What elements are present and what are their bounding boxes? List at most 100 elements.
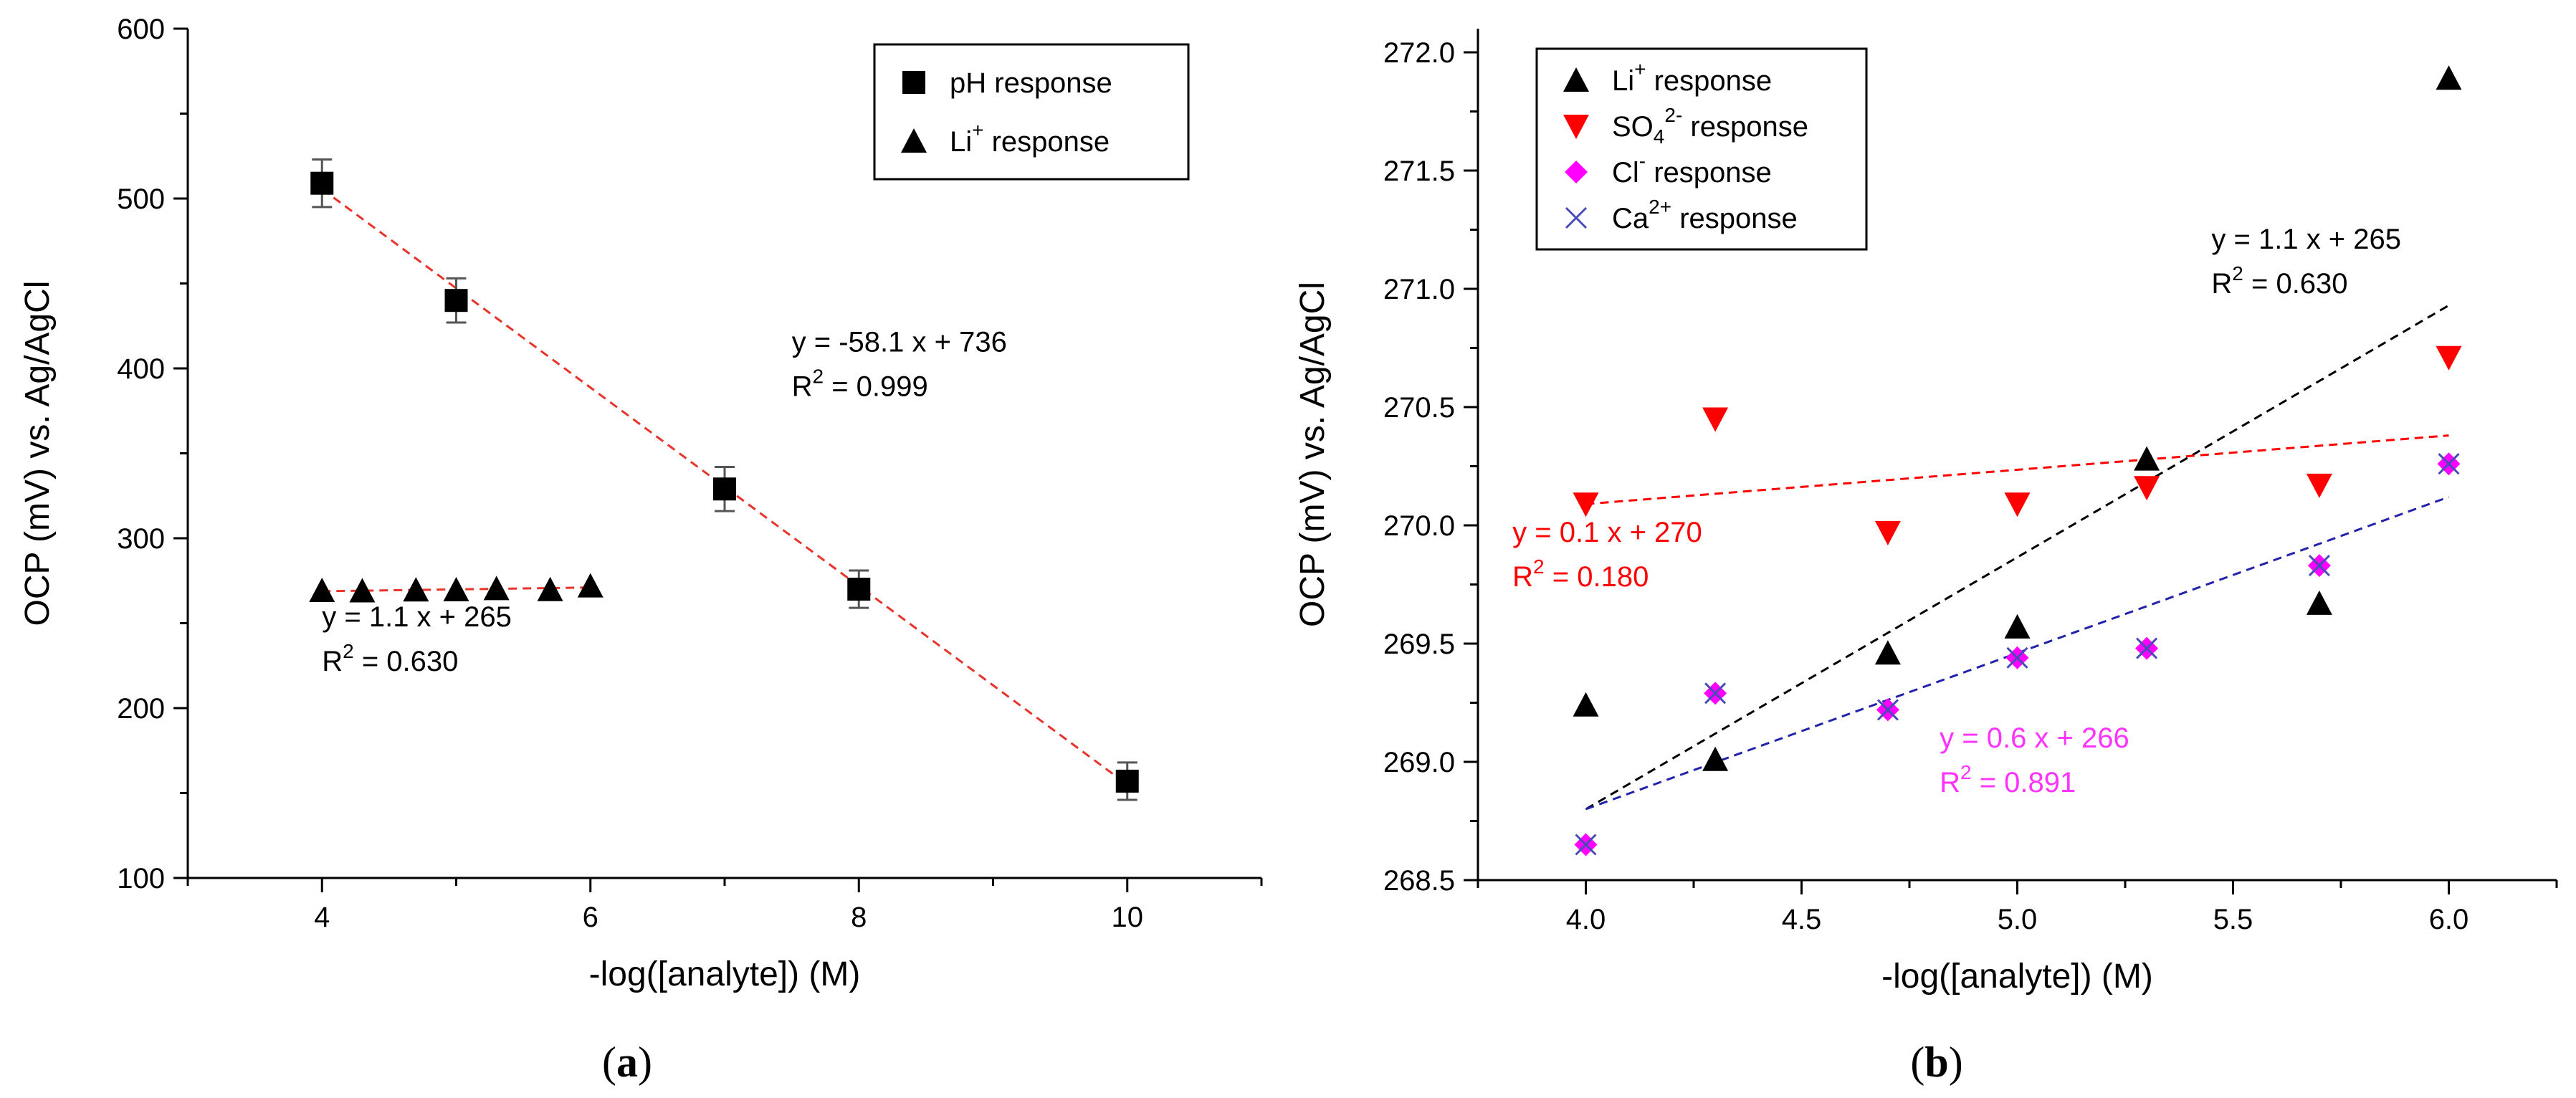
data-point-b-3 <box>2308 555 2330 577</box>
axes-b: 4.0 4.5 5.0 5.5 6.0 268.5 269.0 269.5 270.0 270.5… <box>1383 29 2558 935</box>
data-point-b-1 <box>1874 520 1901 545</box>
data-point-b-3 <box>1876 699 1899 721</box>
y-tick-label-b: 272.0 <box>1383 37 1455 69</box>
y-tick-label-b: 271.0 <box>1383 274 1455 305</box>
x-tick-label-b: 5.5 <box>2213 904 2253 935</box>
data-point-a-1 <box>577 573 604 598</box>
panel-label-a: (a) <box>602 1039 652 1086</box>
data-point-a-1 <box>537 576 563 601</box>
y-tick-label-b: 270.0 <box>1383 510 1455 542</box>
data-point-b-1 <box>1573 492 1599 517</box>
chart-panel-b: 4.0 4.5 5.0 5.5 6.0 268.5 269.0 269.5 270.0 270.5… <box>1294 29 2558 1086</box>
data-point-b-1 <box>2306 473 2332 498</box>
svg-text:y = -58.1 x + 736: y = -58.1 x + 736 <box>792 326 1007 358</box>
x-tick-label-b: 4.5 <box>1782 904 1822 935</box>
fit-line-b-0 <box>1585 304 2450 811</box>
data-point-b-0 <box>1702 746 1729 771</box>
y-tick-label-a: 300 <box>117 523 165 555</box>
data-point-b-0 <box>1874 640 1901 665</box>
legend-entry-b-0: Li+ response <box>1612 58 1772 97</box>
y-tick-label-a: 600 <box>117 14 165 45</box>
fit-annotation-b-2: y = 0.6 x + 266 R2 = 0.891 <box>1940 722 2129 798</box>
svg-text:R2 = 0.891: R2 = 0.891 <box>1940 761 2076 798</box>
legend-entry-b-3: Ca2+ response <box>1612 196 1798 234</box>
series-a-0 <box>310 158 1139 801</box>
legend-entry-b-1: SO42- response <box>1612 104 1808 148</box>
svg-text:R2 = 0.180: R2 = 0.180 <box>1512 555 1649 593</box>
data-point-a-1 <box>309 577 335 602</box>
y-tick-label-b: 271.5 <box>1383 156 1455 187</box>
data-point-b-1 <box>2134 476 2160 501</box>
x-tick-label-a: 8 <box>851 902 867 933</box>
legend-marker-b-0 <box>1563 67 1589 92</box>
svg-text:y = 0.1 x + 270: y = 0.1 x + 270 <box>1512 517 1702 548</box>
y-tick-label-b: 268.5 <box>1383 865 1455 897</box>
series-b-1 <box>1573 345 2462 545</box>
svg-text:y = 1.1 x + 265: y = 1.1 x + 265 <box>322 601 512 633</box>
legend-marker-a-0 <box>902 71 925 94</box>
y-tick-label-b: 270.5 <box>1383 392 1455 424</box>
legend-entry-a-0: pH response <box>950 67 1112 99</box>
fit-annotation-b-1: y = 0.1 x + 270 R2 = 0.180 <box>1512 517 1702 593</box>
data-point-a-1 <box>403 577 429 602</box>
x-tick-label-b: 4.0 <box>1566 904 1606 935</box>
data-point-b-0 <box>2306 590 2332 615</box>
y-tick-label-a: 500 <box>117 183 165 215</box>
data-point-a-0 <box>310 171 334 195</box>
data-point-a-0 <box>1115 769 1139 793</box>
legend-a: pH response Li+ response <box>873 43 1190 181</box>
x-tick-label-a: 6 <box>583 902 598 933</box>
data-point-b-3 <box>1575 834 1597 856</box>
series-b-0 <box>1573 65 2462 771</box>
data-point-b-3 <box>1704 682 1727 705</box>
y-tick-label-a: 400 <box>117 353 165 385</box>
y-tick-label-a: 200 <box>117 693 165 725</box>
legend-box-b <box>1535 47 1868 251</box>
data-point-a-0 <box>444 289 468 312</box>
data-point-a-0 <box>847 578 871 601</box>
y-axis-title-b: OCP (mV) vs. Ag/AgCl <box>1294 282 1332 627</box>
y-tick-label-b: 269.0 <box>1383 747 1455 778</box>
legend-marker-a-1 <box>901 128 927 153</box>
y-tick-label-a: 100 <box>117 863 165 894</box>
x-axis-title-a: -log([analyte]) (M) <box>589 955 861 993</box>
data-point-b-0 <box>2004 614 2031 639</box>
data-point-b-0 <box>2436 65 2462 90</box>
svg-text:y = 1.1 x + 265: y = 1.1 x + 265 <box>2211 224 2401 255</box>
data-point-a-1 <box>483 576 510 601</box>
fit-annotation-b-0: y = 1.1 x + 265 R2 = 0.630 <box>2211 224 2401 300</box>
x-axis-title-b: -log([analyte]) (M) <box>1881 958 2153 996</box>
svg-text:R2 = 0.630: R2 = 0.630 <box>322 640 458 677</box>
axes-a: 4 6 8 10 100 200 300 400 500 600 <box>117 14 1263 933</box>
x-tick-label-a: 4 <box>314 902 330 933</box>
data-point-b-3 <box>2136 637 2158 659</box>
legend-box-a <box>873 43 1190 181</box>
data-point-a-0 <box>713 477 736 501</box>
y-tick-label-b: 269.5 <box>1383 629 1455 660</box>
fit-line-b-1 <box>1585 434 2449 505</box>
legend-entry-b-2: Cl- response <box>1612 150 1772 188</box>
legend-entry-a-1: Li+ response <box>950 119 1110 158</box>
series-a-1 <box>309 573 604 603</box>
fit-line-a-0 <box>321 188 1128 786</box>
y-axis-title-a: OCP (mV) vs. Ag/AgCl <box>19 281 57 626</box>
data-point-b-3 <box>2006 646 2028 669</box>
data-point-b-3 <box>2438 453 2460 475</box>
x-tick-label-a: 10 <box>1112 902 1144 933</box>
data-point-a-1 <box>349 578 376 603</box>
x-tick-label-b: 6.0 <box>2429 904 2469 935</box>
legend-marker-b-2 <box>1565 161 1588 183</box>
legend-marker-b-1 <box>1563 115 1589 139</box>
panel-label-b: (b) <box>1910 1039 1962 1086</box>
data-point-b-0 <box>1573 692 1599 717</box>
svg-text:y = 0.6 x + 266: y = 0.6 x + 266 <box>1940 722 2129 754</box>
data-point-b-1 <box>2436 345 2462 371</box>
series-b-3 <box>1575 453 2460 856</box>
data-point-b-1 <box>1702 407 1729 432</box>
data-point-a-1 <box>443 577 469 602</box>
chart-panel-a: 4 6 8 10 100 200 300 400 500 600 -log([analyte]) (… <box>19 14 1263 1086</box>
svg-text:R2 = 0.630: R2 = 0.630 <box>2211 262 2347 300</box>
x-tick-label-b: 5.0 <box>1998 904 2038 935</box>
fit-annotation-a-0: y = -58.1 x + 736 R2 = 0.999 <box>792 326 1007 402</box>
